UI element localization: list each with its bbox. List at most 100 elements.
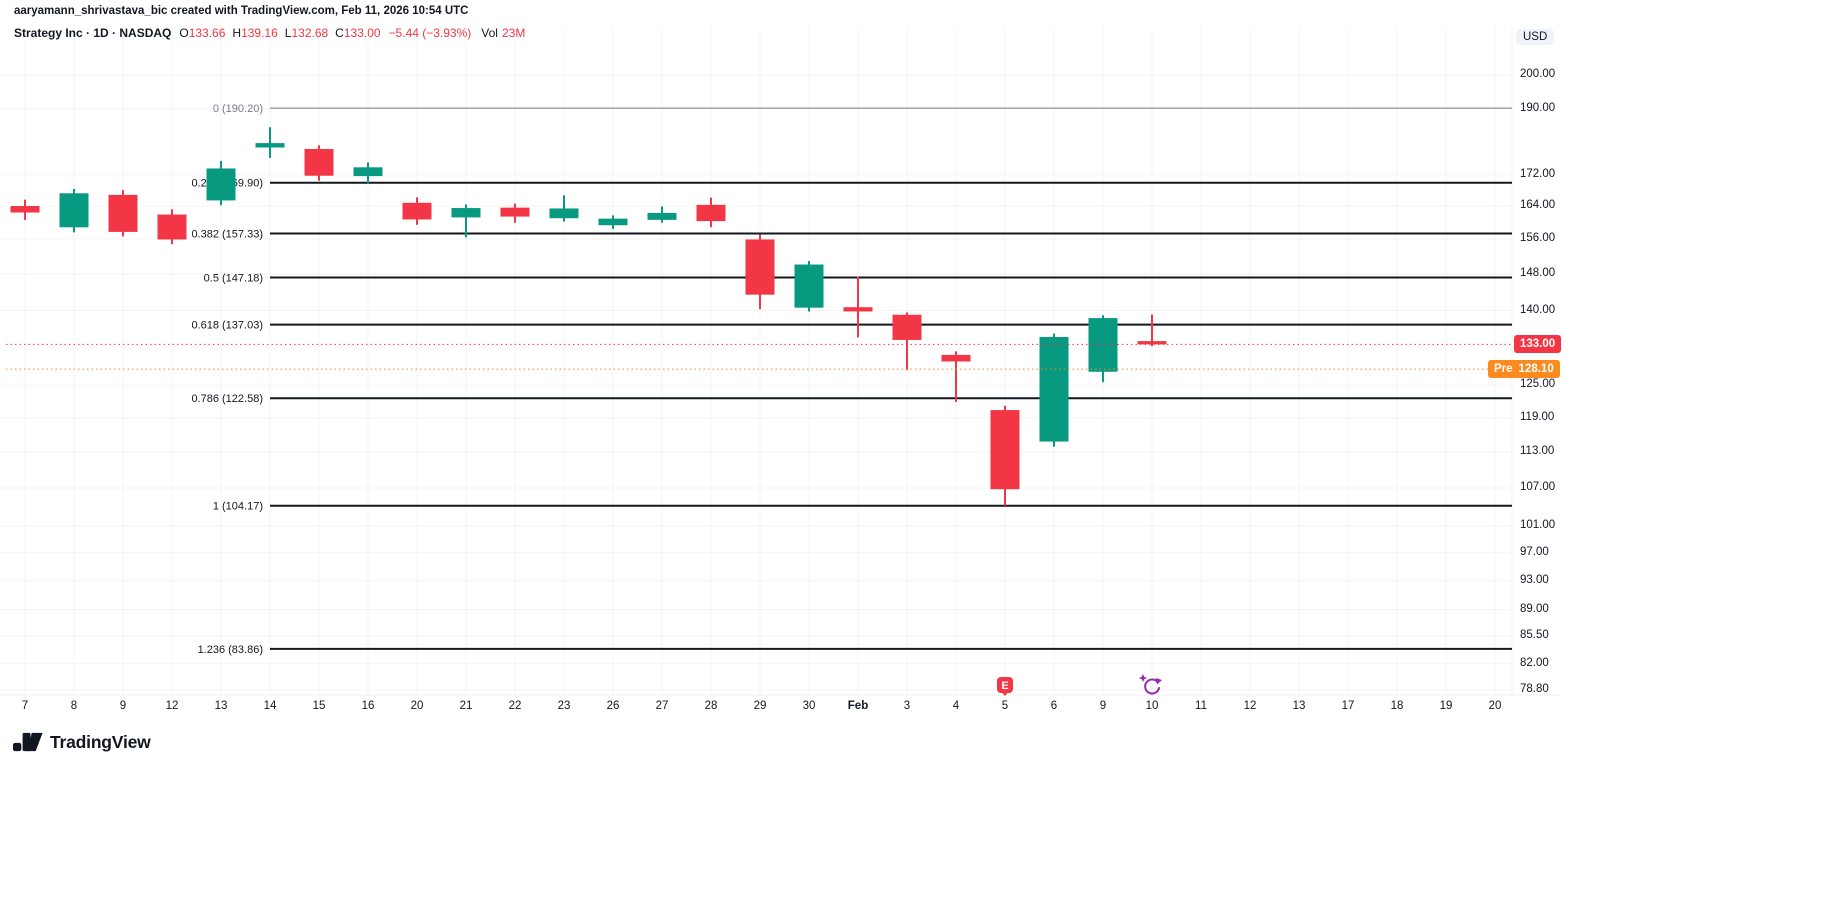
- currency-label[interactable]: USD: [1516, 29, 1555, 45]
- time-tick-label: 14: [263, 700, 277, 712]
- time-tick-label: 15: [312, 700, 326, 712]
- candle[interactable]: [10, 199, 40, 220]
- footer-logo[interactable]: TradingView: [13, 731, 151, 753]
- price-lines: [6, 343, 1512, 370]
- earnings-marker-icon[interactable]: E: [997, 677, 1013, 696]
- ohlc-values: O133.66 H139.16 L132.68 C133.00: [179, 26, 380, 40]
- last-price-badge: 133.00: [1514, 335, 1562, 354]
- time-tick-label: 28: [704, 700, 718, 712]
- candle[interactable]: [59, 188, 89, 233]
- price-tick-label: 107.00: [1520, 481, 1556, 493]
- time-tick-label: 22: [508, 700, 522, 712]
- candlestick-series: [10, 127, 1167, 506]
- ohlc-number: 132.68: [291, 26, 329, 40]
- price-tick-label: 85.50: [1520, 629, 1549, 642]
- candle[interactable]: [696, 197, 726, 228]
- candle[interactable]: [353, 162, 383, 184]
- ohlc-number: 139.16: [241, 26, 278, 40]
- ohlc-letter: H: [232, 26, 242, 40]
- tradingview-wordmark: TradingView: [50, 731, 151, 752]
- fib-level-label: 1.236 (83.86): [198, 644, 263, 656]
- candle[interactable]: [745, 234, 775, 310]
- ohlc-number: 133.00: [343, 26, 381, 40]
- time-tick-label: 17: [1341, 700, 1355, 712]
- premarket-prefix: Pre: [1494, 363, 1513, 376]
- candle[interactable]: [402, 197, 432, 225]
- premarket-price-badge: Pre 128.10: [1488, 360, 1560, 379]
- candle[interactable]: [647, 206, 677, 223]
- candle[interactable]: [304, 145, 334, 181]
- premarket-value: 128.10: [1518, 363, 1554, 376]
- fib-level-label: 0.5 (147.18): [204, 272, 263, 284]
- price-tick-label: 119.00: [1520, 410, 1555, 423]
- candle[interactable]: [794, 261, 824, 312]
- time-tick-label: 20: [1488, 700, 1502, 712]
- candle[interactable]: [892, 312, 922, 371]
- time-tick-label: 13: [1292, 700, 1306, 712]
- fib-level-label: 0 (190.20): [213, 103, 263, 115]
- ohlc-number: 133.66: [188, 26, 226, 40]
- time-tick-label: 21: [459, 700, 473, 712]
- ohlc-letter: L: [284, 26, 292, 40]
- price-tick-label: 93.00: [1520, 573, 1549, 586]
- ohlc-pair: O133.66: [179, 26, 225, 40]
- candle[interactable]: [843, 276, 873, 338]
- candle[interactable]: [549, 195, 579, 222]
- price-tick-label: 200.00: [1520, 68, 1556, 80]
- time-tick-label: 9: [1099, 700, 1107, 712]
- time-tick-label: 29: [753, 700, 767, 712]
- candle[interactable]: [1088, 315, 1118, 383]
- candle[interactable]: [941, 351, 971, 402]
- ohlc-letter: O: [179, 26, 189, 40]
- time-tick-label: 4: [952, 700, 960, 712]
- price-tick-label: 113.00: [1520, 444, 1555, 457]
- candle[interactable]: [255, 127, 285, 158]
- time-tick-label: 9: [119, 700, 127, 712]
- time-tick-label: 8: [70, 700, 78, 712]
- candle[interactable]: [451, 204, 481, 238]
- candle[interactable]: [157, 209, 187, 245]
- price-tick-label: 125.00: [1520, 378, 1556, 391]
- ohlc-pair: H139.16: [232, 26, 277, 40]
- candle[interactable]: [1039, 333, 1069, 447]
- earnings-glyph: E: [1001, 680, 1008, 692]
- time-tick-label: 19: [1439, 700, 1453, 712]
- time-tick-label: 12: [165, 700, 179, 712]
- candle[interactable]: [990, 405, 1020, 506]
- fib-level-label: 0.786 (122.58): [191, 393, 263, 405]
- price-tick-label: 190.00: [1520, 101, 1556, 114]
- time-tick-label: 27: [655, 700, 669, 712]
- fib-level-label: 0.382 (157.33): [191, 228, 263, 240]
- time-tick-label: 16: [361, 700, 375, 712]
- candle[interactable]: [500, 203, 530, 223]
- symbol-title[interactable]: Strategy Inc · 1D · NASDAQ: [14, 26, 172, 40]
- fib-retracement[interactable]: 0 (190.20)0.236 (169.90)0.382 (157.33)0.…: [191, 103, 1512, 656]
- tradingview-logo-icon: [13, 732, 43, 752]
- candle[interactable]: [108, 190, 138, 237]
- price-tick-label: 101.00: [1520, 519, 1556, 532]
- ohlc-pair: C133.00: [335, 26, 380, 40]
- price-tick-label: 172.00: [1520, 167, 1556, 180]
- price-tick-label: 164.00: [1520, 199, 1556, 212]
- ohlc-pair: L132.68: [285, 26, 328, 40]
- price-tick-label: 97.00: [1520, 545, 1549, 558]
- price-tick-label: 140.00: [1520, 303, 1556, 316]
- time-tick-label: 26: [606, 700, 620, 712]
- time-tick-label: 30: [802, 700, 816, 712]
- time-tick-label: Feb: [847, 700, 869, 712]
- candle[interactable]: [598, 215, 628, 229]
- candle[interactable]: [1137, 314, 1167, 346]
- symbol-legend: Strategy Inc · 1D · NASDAQ O133.66 H139.1…: [14, 26, 525, 42]
- price-tick-label: 78.80: [1520, 683, 1549, 695]
- time-tick-label: 6: [1050, 700, 1058, 712]
- time-tick-label: 10: [1145, 700, 1159, 712]
- time-tick-label: 20: [410, 700, 424, 712]
- event-marker-icon[interactable]: [1139, 674, 1162, 695]
- volume-value: 23M: [501, 26, 526, 40]
- time-tick-label: 7: [21, 700, 29, 712]
- grid-lines: [0, 28, 1512, 695]
- change-value: −5.44 (−3.93%): [388, 26, 472, 40]
- candle[interactable]: [206, 160, 236, 206]
- time-tick-label: 11: [1195, 700, 1207, 712]
